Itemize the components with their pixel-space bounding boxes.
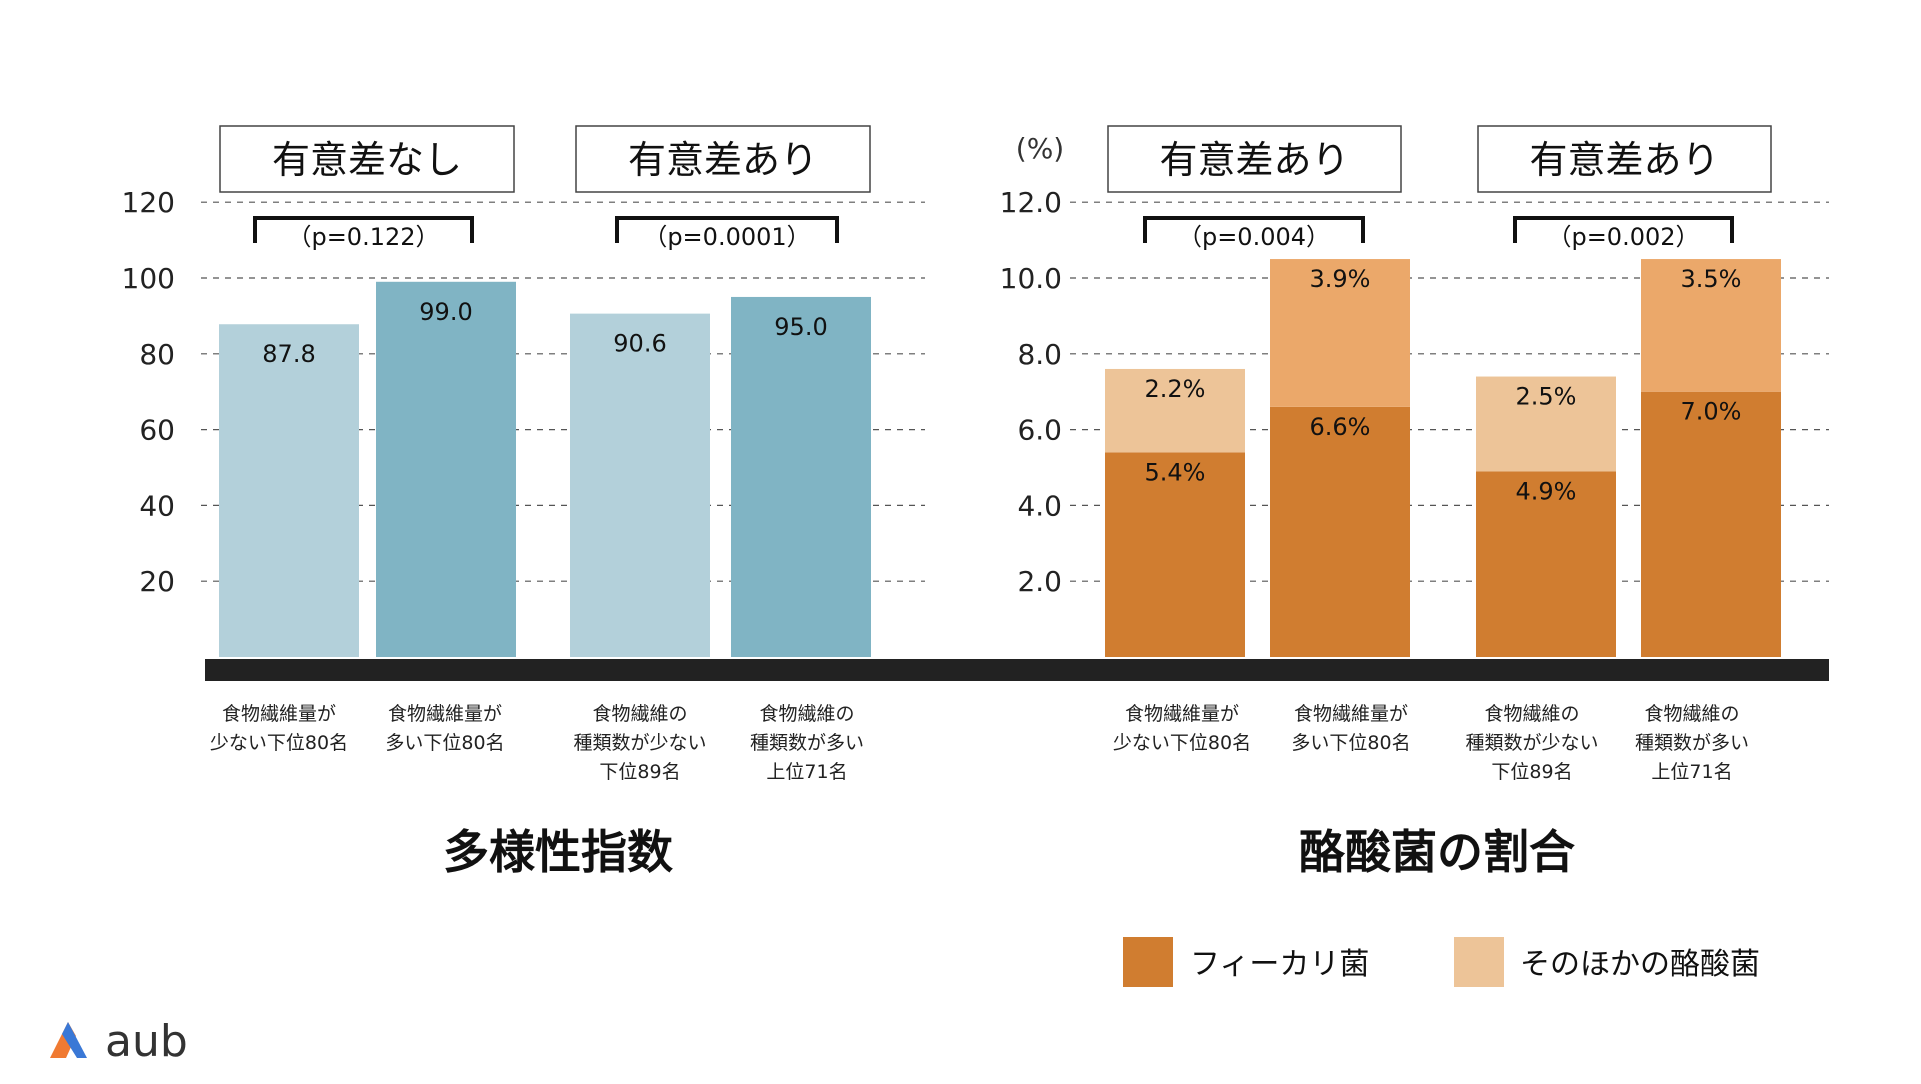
legend-swatch — [1123, 937, 1173, 987]
bar-segment — [1105, 368, 1245, 453]
p-value-label: （p=0.002） — [1547, 223, 1699, 251]
x-category-label: 上位71名 — [766, 761, 847, 783]
chart-title: 多様性指数 — [443, 825, 673, 879]
p-value-label: （p=0.0001） — [643, 223, 810, 251]
x-category-label: 多い下位80名 — [1291, 732, 1410, 754]
significance-bracket — [615, 216, 839, 243]
y-tick-label: 60 — [139, 414, 175, 447]
legend-swatch — [1454, 937, 1504, 987]
chart-title: 酪酸菌の割合 — [1299, 825, 1575, 879]
aub-logo: aub — [50, 1016, 188, 1067]
bar-segment — [1105, 452, 1245, 657]
significance-bracket — [1143, 216, 1365, 243]
significance-label: 有意差あり — [1529, 138, 1719, 182]
y-tick-label: 2.0 — [1017, 565, 1062, 598]
significance-box — [219, 125, 515, 193]
y-tick-label: 10.0 — [1000, 262, 1062, 295]
bar-value-label: 7.0% — [1681, 398, 1742, 426]
bar-value-label: 95.0 — [774, 313, 827, 341]
p-value-label: （p=0.004） — [1178, 223, 1330, 251]
significance-label: 有意差なし — [272, 138, 462, 182]
bar-value-label: 3.5% — [1681, 265, 1742, 293]
bar-value-label: 4.9% — [1516, 477, 1577, 505]
x-category-label: 種類数が少ない — [1465, 732, 1598, 754]
bar-segment — [1476, 471, 1616, 657]
legend-label: そのほかの酪酸菌 — [1520, 947, 1760, 982]
logo-mark-blue — [62, 1022, 87, 1058]
x-category-label: 多い下位80名 — [385, 732, 504, 754]
x-category-label: 種類数が多い — [750, 732, 864, 754]
bar — [376, 281, 516, 657]
x-category-label: 食物繊維量が — [388, 703, 502, 725]
y-tick-label: 4.0 — [1017, 489, 1062, 522]
y-axis-unit: (%) — [1016, 132, 1064, 165]
bar-value-label: 99.0 — [419, 298, 472, 326]
x-category-label: 上位71名 — [1651, 761, 1732, 783]
bar — [731, 296, 871, 657]
y-tick-label: 6.0 — [1017, 414, 1062, 447]
bar — [570, 313, 710, 657]
y-tick-label: 8.0 — [1017, 338, 1062, 371]
x-category-label: 食物繊維の — [1644, 703, 1739, 725]
bar-segment — [1270, 406, 1410, 657]
bar — [219, 324, 359, 657]
legend-label: フィーカリ菌 — [1190, 947, 1369, 982]
x-category-label: 食物繊維の — [759, 703, 854, 725]
x-category-label: 少ない下位80名 — [1113, 732, 1251, 754]
significance-box — [1107, 125, 1402, 193]
y-tick-label: 80 — [139, 338, 175, 371]
y-tick-label: 12.0 — [1000, 186, 1062, 219]
x-category-label: 下位89名 — [1491, 761, 1572, 783]
x-category-label: 食物繊維量が — [1294, 703, 1408, 725]
bar-segment — [1476, 376, 1616, 472]
significance-label: 有意差あり — [1159, 138, 1349, 182]
x-axis-baseline — [205, 659, 1829, 681]
significance-label: 有意差あり — [628, 138, 818, 182]
y-tick-label: 40 — [139, 489, 175, 522]
x-category-label: 少ない下位80名 — [210, 732, 348, 754]
significance-box — [575, 125, 871, 193]
x-category-label: 下位89名 — [599, 761, 680, 783]
bar-segment — [1641, 391, 1781, 657]
bar-value-label: 87.8 — [262, 340, 315, 368]
y-tick-label: 100 — [122, 262, 175, 295]
bar-segment — [1641, 259, 1781, 392]
significance-box — [1477, 125, 1772, 193]
x-category-label: 食物繊維量が — [1125, 703, 1239, 725]
x-category-label: 食物繊維量が — [222, 703, 336, 725]
y-tick-label: 120 — [122, 186, 175, 219]
bar-value-label: 3.9% — [1310, 265, 1371, 293]
x-category-label: 食物繊維の — [1484, 703, 1579, 725]
bar-value-label: 2.5% — [1516, 383, 1577, 411]
bar-segment — [1270, 259, 1410, 407]
bar-value-label: 2.2% — [1145, 375, 1206, 403]
significance-bracket — [253, 216, 474, 243]
x-category-label: 種類数が少ない — [573, 732, 706, 754]
significance-bracket — [1513, 216, 1734, 243]
y-tick-label: 20 — [139, 565, 175, 598]
bar-value-label: 6.6% — [1310, 413, 1371, 441]
x-category-label: 食物繊維の — [592, 703, 687, 725]
logo-text: aub — [105, 1016, 188, 1067]
x-category-label: 種類数が多い — [1635, 732, 1749, 754]
bar-value-label: 90.6 — [613, 330, 666, 358]
bar-value-label: 5.4% — [1145, 458, 1206, 486]
p-value-label: （p=0.122） — [287, 223, 439, 251]
